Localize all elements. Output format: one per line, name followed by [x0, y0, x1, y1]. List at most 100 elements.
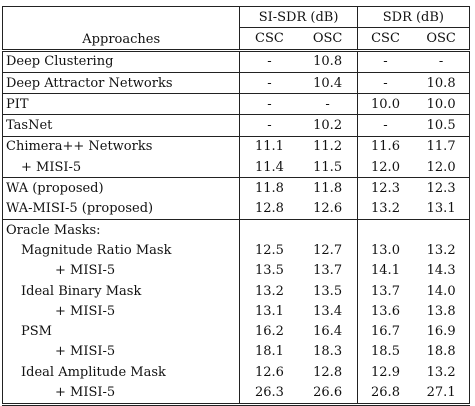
cell-value: 10.0 [413, 93, 471, 115]
row-label: Magnitude Ratio Mask [1, 240, 241, 261]
cell-value: 12.7 [298, 240, 358, 261]
cell-value: 18.5 [371, 344, 400, 360]
cell-value: 13.7 [298, 260, 358, 281]
cell-value: 12.8 [254, 201, 284, 217]
cell-value: 18.1 [254, 344, 284, 360]
table-row: Deep Attractor Networks - 10.4 - 10.8 [1, 71, 471, 94]
cell-value: 12.3 [357, 177, 414, 199]
cell-value: 13.4 [298, 301, 358, 322]
row-label: + MISI-5 [1, 260, 241, 281]
cell-value: 18.3 [298, 341, 358, 363]
cell-value: 11.8 [239, 177, 299, 199]
cell-value: - [239, 93, 299, 115]
col-header-si-csc: CSC [255, 30, 284, 46]
cell-value: - [239, 114, 299, 137]
col-header-sdr-csc: CSC [371, 30, 400, 46]
cell-value: 10.8 [413, 71, 471, 94]
cell-value: - [298, 93, 358, 115]
cell-value: 16.7 [371, 324, 400, 340]
row-label: + MISI-5 [1, 157, 241, 178]
table-row: PSM 16.2 16.4 16.7 16.9 [1, 321, 471, 342]
cell-value: - [357, 71, 414, 94]
table-row: Oracle Masks: [1, 218, 471, 241]
cell-value: 11.1 [239, 135, 299, 158]
cell-value: 13.6 [371, 303, 400, 319]
cell-value: 12.3 [413, 177, 471, 199]
table-row: + MISI-5 11.4 11.5 12.0 12.0 [1, 157, 471, 178]
cell-value: 16.4 [298, 321, 358, 342]
cell-value: 10.0 [357, 93, 414, 115]
cell-value: 11.8 [298, 177, 358, 199]
cell-value: 13.2 [371, 201, 400, 217]
cell-value: 10.4 [298, 71, 358, 94]
cell-value: - [357, 48, 414, 73]
cell-value: 12.0 [371, 159, 400, 175]
table-row: + MISI-5 13.1 13.4 13.6 13.8 [1, 301, 471, 322]
row-label: TasNet [1, 114, 241, 137]
results-table: Approaches SI-SDR (dB) SDR (dB) CSC OSC … [1, 5, 471, 406]
cell-value: 11.5 [298, 157, 358, 178]
cell-value: 12.8 [298, 362, 358, 383]
row-label: PSM [1, 321, 241, 342]
row-label: Ideal Binary Mask [1, 280, 241, 302]
cell-value: 13.1 [413, 198, 471, 220]
table-row: Deep Clustering - 10.8 - - [1, 48, 471, 73]
cell-value: 13.5 [298, 280, 358, 302]
row-label: WA-MISI-5 (proposed) [1, 198, 241, 220]
row-label: Ideal Amplitude Mask [1, 362, 241, 383]
cell-value: 11.2 [298, 135, 358, 158]
table-row: Ideal Binary Mask 13.2 13.5 13.7 14.0 [1, 280, 471, 302]
cell-value: 13.2 [254, 283, 284, 299]
cell-value: 11.6 [357, 135, 414, 158]
table-row: WA-MISI-5 (proposed) 12.8 12.6 13.2 13.1 [1, 198, 471, 220]
table-row: WA (proposed) 11.8 11.8 12.3 12.3 [1, 177, 471, 199]
cell-value: 14.0 [413, 280, 471, 302]
col-header-sdr-osc: OSC [413, 27, 471, 51]
header-row-1: Approaches SI-SDR (dB) SDR (dB) [1, 5, 471, 51]
header-row-2: CSC OSC CSC OSC [3, 27, 471, 51]
cell-value: 12.6 [254, 364, 284, 380]
col-header-si-osc: OSC [298, 27, 358, 51]
cell-value: 13.2 [413, 240, 471, 261]
cell-value: 11.4 [254, 159, 284, 175]
row-label: Deep Clustering [1, 48, 241, 73]
cell-value: - [357, 114, 414, 137]
cell-value: 13.5 [254, 263, 284, 279]
cell-value: 14.1 [371, 263, 400, 279]
cell-value [298, 218, 358, 241]
cell-value [413, 218, 471, 241]
table-row: Magnitude Ratio Mask 12.5 12.7 13.0 13.2 [1, 240, 471, 261]
cell-value: - [239, 48, 299, 73]
row-label: + MISI-5 [1, 341, 241, 363]
cell-value: 16.9 [413, 321, 471, 342]
cell-value: 12.5 [254, 242, 284, 258]
table-row: Ideal Amplitude Mask 12.6 12.8 12.9 13.2 [1, 362, 471, 383]
row-label: Deep Attractor Networks [1, 71, 241, 94]
row-label: WA (proposed) [1, 177, 241, 199]
row-label: PIT [1, 93, 241, 115]
section-label: Oracle Masks: [1, 218, 241, 241]
cell-value: 12.9 [371, 364, 400, 380]
approaches-header: Approaches [1, 6, 241, 51]
cell-value: 10.8 [298, 48, 358, 73]
table-row: + MISI-5 13.5 13.7 14.1 14.3 [1, 260, 471, 281]
row-label: Chimera++ Networks [1, 135, 241, 158]
cell-value: 13.0 [371, 242, 400, 258]
table-row: TasNet - 10.2 - 10.5 [1, 114, 471, 137]
cell-value: 13.1 [254, 303, 284, 319]
cell-value: 13.2 [413, 362, 471, 383]
cell-value [239, 218, 299, 241]
cell-value: 16.2 [254, 324, 284, 340]
sdr-header: SDR (dB) [357, 5, 471, 29]
table-row: + MISI-5 18.1 18.3 18.5 18.8 [1, 341, 471, 363]
cell-value: - [239, 71, 299, 94]
cell-value: 13.8 [413, 301, 471, 322]
cell-value: 18.8 [413, 341, 471, 363]
cell-value: 10.5 [413, 114, 471, 137]
cell-value: 14.3 [413, 260, 471, 281]
table-row: Chimera++ Networks 11.1 11.2 11.6 11.7 [1, 135, 471, 158]
si-sdr-header: SI-SDR (dB) [239, 5, 358, 29]
cell-value: - [413, 48, 471, 73]
cell-value: 10.2 [298, 114, 358, 137]
